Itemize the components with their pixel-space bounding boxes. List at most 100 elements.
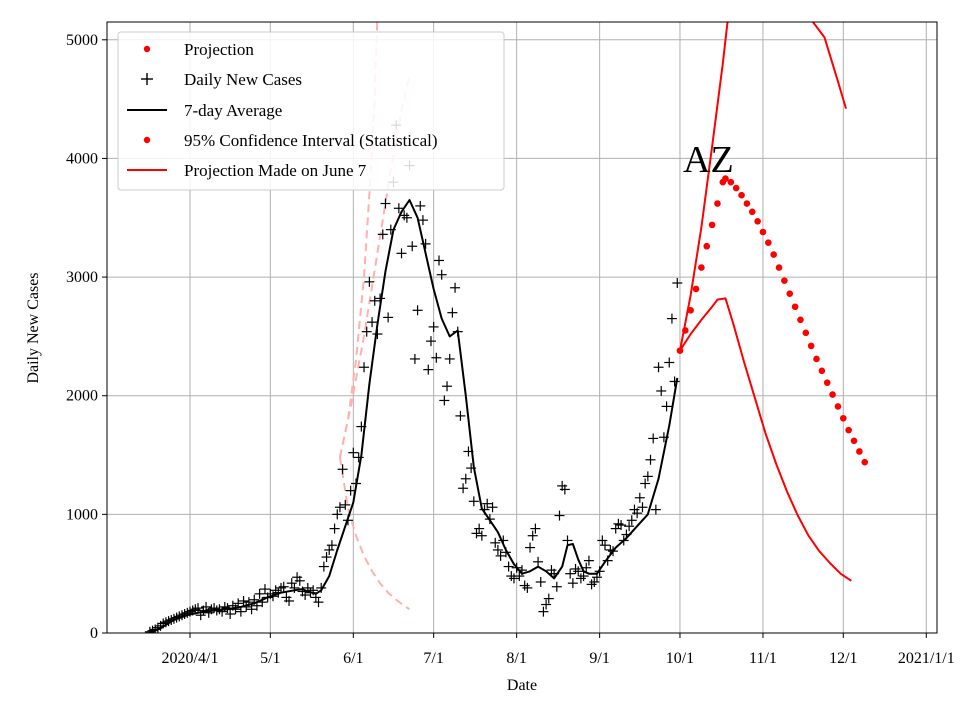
data-point-daily-new-cases: [586, 579, 597, 590]
data-point-daily-new-cases: [321, 552, 332, 563]
series-line-7-day-average: [149, 199, 679, 633]
data-point-daily-new-cases: [409, 353, 420, 364]
data-point-daily-new-cases: [666, 313, 677, 324]
data-point-daily-new-cases: [444, 353, 455, 364]
data-point-daily-new-cases: [428, 321, 439, 332]
data-point-daily-new-cases: [551, 581, 562, 592]
data-point-daily-new-cases: [656, 385, 667, 396]
data-point-projection: [850, 437, 858, 445]
series-line-projection-made-on-june-7-lower: [338, 457, 411, 611]
y-tick-label: 5000: [66, 32, 98, 49]
data-point-daily-new-cases: [329, 523, 340, 534]
data-point-projection: [698, 264, 705, 271]
data-point-daily-new-cases: [530, 523, 541, 534]
data-point-daily-new-cases: [294, 575, 305, 586]
data-point-daily-new-cases: [201, 601, 212, 612]
data-point-daily-new-cases: [610, 523, 621, 534]
data-point-projection: [759, 228, 767, 236]
data-point-projection: [770, 251, 777, 258]
data-point-daily-new-cases: [503, 561, 514, 572]
data-point-daily-new-cases: [377, 229, 388, 240]
data-point-daily-new-cases: [324, 544, 335, 555]
data-point-daily-new-cases: [334, 502, 345, 513]
y-tick-label: 2000: [66, 388, 98, 405]
data-point-daily-new-cases: [527, 530, 538, 541]
data-point-daily-new-cases: [284, 595, 295, 606]
data-point-daily-new-cases: [624, 521, 635, 532]
data-point-daily-new-cases: [259, 584, 270, 595]
data-point-daily-new-cases: [482, 498, 493, 509]
data-point-daily-new-cases: [562, 535, 573, 546]
data-point-daily-new-cases: [650, 504, 661, 515]
data-point-daily-new-cases: [455, 410, 466, 421]
data-point-daily-new-cases: [450, 282, 461, 293]
data-point-daily-new-cases: [565, 568, 576, 579]
legend-label-daily-new-cases: Daily New Cases: [184, 70, 302, 89]
x-tick-label: 6/1: [343, 650, 363, 667]
x-tick-label: 10/1: [666, 650, 694, 667]
data-point-daily-new-cases: [525, 542, 536, 553]
legend-label-confidence-interval: 95% Confidence Interval (Statistical): [184, 131, 438, 150]
x-tick-label: 11/1: [749, 650, 777, 667]
data-point-daily-new-cases: [434, 255, 444, 266]
legend-marker-daily-new-cases: [141, 73, 153, 85]
data-point-daily-new-cases: [380, 198, 391, 209]
data-point-daily-new-cases: [637, 502, 648, 513]
data-point-daily-new-cases: [318, 561, 329, 572]
data-point-daily-new-cases: [396, 248, 407, 259]
data-point-daily-new-cases: [468, 496, 479, 507]
data-point-daily-new-cases: [514, 571, 525, 582]
data-point-projection: [738, 191, 745, 199]
data-point-daily-new-cases: [597, 535, 608, 546]
data-point-daily-new-cases: [412, 305, 423, 316]
data-point-daily-new-cases: [369, 295, 380, 306]
data-point-daily-new-cases: [340, 499, 351, 510]
data-point-daily-new-cases: [634, 492, 645, 503]
data-point-projection: [775, 264, 783, 271]
data-point-daily-new-cases: [337, 464, 348, 475]
data-point-daily-new-cases: [442, 381, 453, 392]
series-line-95-confidence-interval-statistical-upper-tail: [811, 22, 847, 109]
legend-label-projection-june-7: Projection Made on June 7: [184, 161, 367, 180]
data-point-daily-new-cases: [393, 203, 404, 214]
data-point-projection: [703, 242, 711, 250]
data-point-daily-new-cases: [522, 582, 533, 593]
data-point-projection: [708, 221, 716, 229]
x-tick-label: 2020/4/1: [162, 650, 219, 667]
data-point-daily-new-cases: [570, 563, 581, 574]
data-point-daily-new-cases: [672, 278, 683, 289]
data-point-daily-new-cases: [567, 578, 578, 589]
legend-label-7-day-average: 7-day Average: [184, 101, 282, 120]
data-point-daily-new-cases: [460, 473, 471, 484]
data-point-daily-new-cases: [367, 317, 378, 328]
data-point-daily-new-cases: [632, 508, 643, 519]
data-point-daily-new-cases: [626, 515, 637, 526]
data-point-projection: [714, 200, 721, 207]
data-point-daily-new-cases: [642, 471, 653, 482]
data-point-daily-new-cases: [575, 573, 586, 584]
x-tick-label: 12/1: [829, 650, 857, 667]
data-point-daily-new-cases: [640, 478, 651, 489]
data-point-projection: [682, 327, 689, 334]
data-point-projection: [743, 200, 751, 207]
legend-marker-confidence-interval: [143, 136, 151, 144]
data-point-projection: [687, 306, 694, 314]
y-tick-label: 4000: [66, 150, 98, 167]
data-point-daily-new-cases: [364, 276, 375, 287]
y-tick-label: 0: [90, 625, 98, 642]
x-tick-label: 2021/1/1: [898, 650, 955, 667]
data-point-daily-new-cases: [669, 376, 680, 387]
data-point-daily-new-cases: [653, 362, 664, 373]
data-point-projection: [765, 239, 772, 246]
data-point-daily-new-cases: [476, 530, 487, 541]
data-point-projection: [818, 367, 826, 375]
data-point-daily-new-cases: [359, 362, 370, 373]
data-point-projection: [797, 316, 804, 324]
data-point-projection: [727, 178, 735, 186]
data-point-daily-new-cases: [616, 520, 627, 531]
data-point-daily-new-cases: [420, 238, 431, 249]
data-point-daily-new-cases: [193, 603, 204, 614]
data-point-projection: [692, 285, 700, 293]
data-point-daily-new-cases: [474, 523, 485, 534]
